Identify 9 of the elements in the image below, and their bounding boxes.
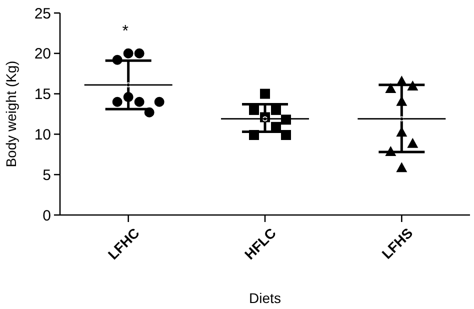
y-tick-label: 5 xyxy=(42,166,51,184)
y-tick-label: 10 xyxy=(34,126,51,144)
y-tick-label: 0 xyxy=(42,207,51,224)
x-axis-title: Diets xyxy=(249,290,281,306)
y-tick-label: 25 xyxy=(34,5,51,22)
y-tick-label: 20 xyxy=(34,46,51,63)
y-axis-title: Body weight (Kg) xyxy=(3,60,19,168)
y-tick-label: 15 xyxy=(34,86,51,104)
annotation: * xyxy=(122,23,128,40)
